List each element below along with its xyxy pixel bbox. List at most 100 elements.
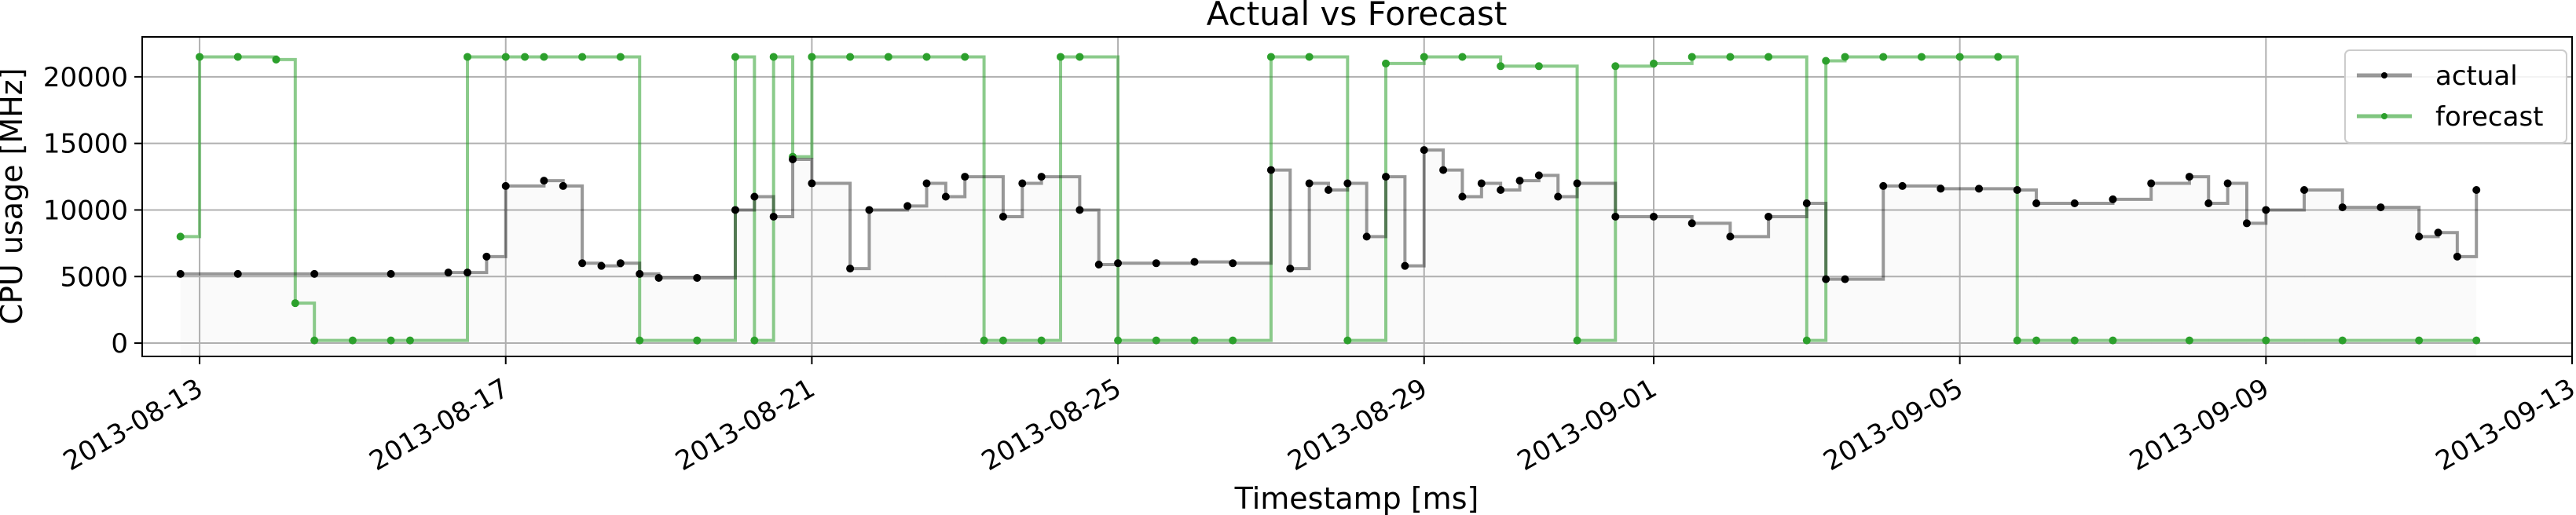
y-tick-label: 0: [111, 328, 128, 360]
actual-area-segment: [1615, 216, 1654, 356]
x-axis-ticks: 2013-08-13 2013-08-17 2013-08-21 2013-08-25…: [58, 356, 2576, 477]
forecast-point: [1573, 336, 1581, 345]
actual-area-segment: [1501, 190, 1520, 356]
forecast-point: [578, 53, 587, 61]
actual-point: [2032, 199, 2041, 207]
actual-area-segment: [1558, 196, 1577, 356]
actual-area-segment: [2208, 203, 2228, 356]
forecast-point: [464, 53, 472, 61]
actual-area-segment: [926, 183, 946, 356]
actual-area-segment: [793, 159, 812, 356]
actual-area-segment: [1940, 188, 1980, 356]
y-tick-label: 10000: [43, 195, 128, 226]
actual-point: [2300, 186, 2309, 195]
actual-point: [233, 269, 242, 278]
forecast-point: [2338, 336, 2347, 345]
forecast-point: [1037, 336, 1046, 345]
forecast-point: [1534, 62, 1543, 71]
actual-point: [903, 202, 912, 210]
actual-point: [1534, 171, 1543, 180]
actual-point: [636, 269, 644, 278]
forecast-point: [1879, 53, 1888, 61]
actual-point: [1879, 181, 1888, 190]
forecast-point: [1057, 53, 1065, 61]
forecast-point: [2032, 336, 2041, 345]
forecast-point: [1305, 53, 1314, 61]
x-tick-label: 2013-08-25: [977, 373, 1127, 477]
actual-point: [2415, 232, 2424, 241]
actual-point: [578, 259, 587, 268]
actual-area-segment: [1768, 216, 1807, 356]
forecast-point: [922, 53, 931, 61]
actual-point: [1497, 186, 1505, 195]
actual-area-segment: [2151, 183, 2189, 356]
actual-point: [789, 155, 797, 164]
forecast-point: [196, 53, 204, 61]
forecast-point: [1343, 336, 1352, 345]
actual-area-segment: [601, 265, 621, 356]
actual-area-segment: [869, 210, 908, 356]
forecast-point: [272, 55, 280, 64]
forecast-point: [1649, 59, 1658, 68]
actual-area-segment: [697, 277, 735, 356]
forecast-point: [884, 53, 892, 61]
legend-actual-marker: [2381, 72, 2387, 79]
actual-area-segment: [1443, 170, 1463, 356]
forecast-point: [405, 336, 414, 345]
x-tick-label: 2013-08-21: [670, 373, 820, 477]
forecast-point: [348, 336, 357, 345]
actual-point: [808, 179, 816, 188]
actual-area-segment: [448, 272, 468, 356]
actual-area-segment: [2304, 190, 2343, 356]
forecast-point: [176, 232, 185, 241]
forecast-point: [501, 53, 510, 61]
forecast-point: [1458, 53, 1467, 61]
actual-point: [2262, 206, 2270, 214]
legend-actual-label: actual: [2435, 60, 2518, 92]
actual-area-segment: [2380, 207, 2420, 356]
forecast-point: [1075, 53, 1084, 61]
actual-area-segment: [812, 183, 851, 356]
grid-lines: [142, 37, 2573, 356]
actual-point: [2147, 179, 2156, 188]
actual-area-segment: [467, 272, 487, 356]
forecast-point: [731, 53, 739, 61]
forecast-point: [2185, 336, 2193, 345]
actual-area-segment: [2036, 203, 2075, 356]
x-tick-label: 2013-08-17: [365, 373, 515, 477]
plot-frame: [141, 36, 2573, 357]
actual-area-segment: [2438, 232, 2457, 356]
actual-area-segment: [2227, 183, 2247, 356]
actual-point: [961, 173, 969, 181]
forecast-point: [1190, 336, 1199, 345]
forecast-point: [1266, 53, 1275, 61]
actual-area-segment: [1826, 279, 1845, 356]
actual-area-segment: [1290, 268, 1310, 356]
y-tick-label: 15000: [43, 129, 128, 160]
actual-area-segment: [1730, 236, 1769, 356]
actual-area-segment: [562, 185, 583, 356]
actual-point: [941, 192, 950, 201]
x-tick-label: 2013-08-29: [1283, 373, 1433, 477]
legend-forecast-marker: [2381, 113, 2387, 119]
actual-point: [1554, 192, 1563, 201]
actual-area-segment: [1270, 170, 1291, 356]
actual-point: [750, 192, 759, 201]
actual-area-segment: [2266, 210, 2305, 356]
forecast-point: [750, 336, 759, 345]
actual-point: [559, 181, 567, 190]
forecast-point: [1114, 336, 1123, 345]
y-axis-ticks: 0 5000 10000 15000 20000: [43, 62, 142, 360]
actual-point: [922, 179, 931, 188]
actual-area-segment: [2189, 177, 2209, 356]
actual-area-segment: [1577, 183, 1616, 356]
actual-area-segment: [582, 263, 602, 356]
actual-area-segment: [1233, 263, 1271, 356]
actual-point: [597, 261, 606, 270]
y-tick-label: 5000: [60, 261, 128, 293]
actual-point: [1477, 179, 1486, 188]
actual-point: [1018, 179, 1027, 188]
x-axis-label: Timestamp [ms]: [1234, 481, 1479, 515]
actual-area-segment: [1347, 183, 1367, 356]
actual-point: [1343, 179, 1352, 188]
